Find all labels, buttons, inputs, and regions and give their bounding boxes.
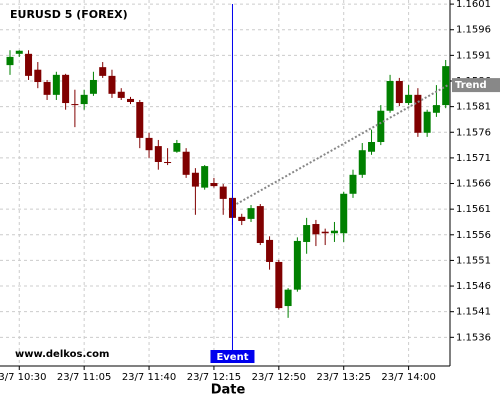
candle-body <box>303 225 311 242</box>
candle-body <box>173 143 181 152</box>
y-tick-label: 1.1566 <box>456 179 491 190</box>
y-tick-label: 1.1556 <box>456 230 491 241</box>
y-tick-label: 1.1571 <box>456 153 491 164</box>
candle-body <box>99 67 107 76</box>
candle-body <box>34 69 42 83</box>
candle-body <box>340 193 348 234</box>
chart-title: EURUSD 5 (FOREX) <box>10 8 128 21</box>
candle-body <box>293 240 301 290</box>
candle-body <box>52 74 60 95</box>
candle-body <box>80 94 88 105</box>
candle-body <box>358 150 366 175</box>
x-tick-label: 23/7 12:50 <box>252 372 306 383</box>
candle-body <box>312 224 320 235</box>
candle-body <box>395 80 403 104</box>
candle-body <box>284 289 292 307</box>
candle-body <box>321 231 329 234</box>
candle-body <box>238 216 246 221</box>
candle-body <box>219 186 227 199</box>
candle-body <box>247 208 255 219</box>
x-tick-label: 23/7 12:15 <box>187 372 241 383</box>
candle-body <box>349 174 357 194</box>
candle-body <box>377 110 385 143</box>
candle-body <box>182 151 190 175</box>
y-tick-label: 1.1546 <box>456 281 491 292</box>
x-tick-label: 23/7 11:40 <box>122 372 176 383</box>
candle-body <box>127 98 135 103</box>
y-tick-label: 1.1591 <box>456 50 491 61</box>
candle-body <box>117 91 125 98</box>
candle-body <box>71 104 79 106</box>
y-tick-label: 1.1541 <box>456 307 491 318</box>
candle-body <box>89 79 97 94</box>
candle-body <box>108 75 116 94</box>
candle-body <box>256 206 264 243</box>
y-tick-label: 1.1596 <box>456 25 491 36</box>
y-tick-label: 1.1561 <box>456 204 491 215</box>
event-label: Event <box>216 352 248 363</box>
candle-body <box>62 74 70 104</box>
trend-label: Trend <box>455 80 487 91</box>
y-tick-label: 1.1581 <box>456 102 491 113</box>
candle-body <box>201 166 209 188</box>
candle-body <box>414 94 422 133</box>
annotations: 1.16011.15961.15911.15861.15811.15761.15… <box>0 0 500 383</box>
x-axis-title: Date <box>211 383 246 398</box>
candle-body <box>330 230 338 234</box>
candle-body <box>43 82 51 95</box>
candle-body <box>266 239 274 262</box>
y-tick-label: 1.1576 <box>456 127 491 138</box>
candle-body <box>423 111 431 133</box>
candle-body <box>6 56 14 66</box>
candle-body <box>164 161 172 164</box>
candle-body <box>432 105 440 113</box>
event-label-box <box>210 350 255 363</box>
candle-body <box>136 102 144 138</box>
x-tick-label: 23/7 13:25 <box>316 372 370 383</box>
candle-body <box>275 261 283 309</box>
y-tick-label: 1.1536 <box>456 332 491 343</box>
x-tick-label: 23/7 14:00 <box>381 372 435 383</box>
candle-body <box>368 142 376 152</box>
trend-label-box <box>452 78 500 93</box>
candle-body <box>386 80 394 111</box>
candle-body <box>191 172 199 187</box>
candle-body <box>210 183 218 187</box>
candle-body <box>25 53 33 76</box>
trend-line <box>235 84 449 205</box>
x-tick-label: 23/7 11:05 <box>57 372 111 383</box>
x-tick-label: 23/7 10:30 <box>0 372 46 383</box>
watermark: www.delkos.com <box>15 349 109 360</box>
candle-body <box>154 146 162 162</box>
candle-body <box>405 94 413 104</box>
y-tick-label: 1.1601 <box>456 0 491 10</box>
candle-body <box>145 137 153 151</box>
y-tick-label: 1.1551 <box>456 255 491 266</box>
candle-body <box>15 50 23 54</box>
